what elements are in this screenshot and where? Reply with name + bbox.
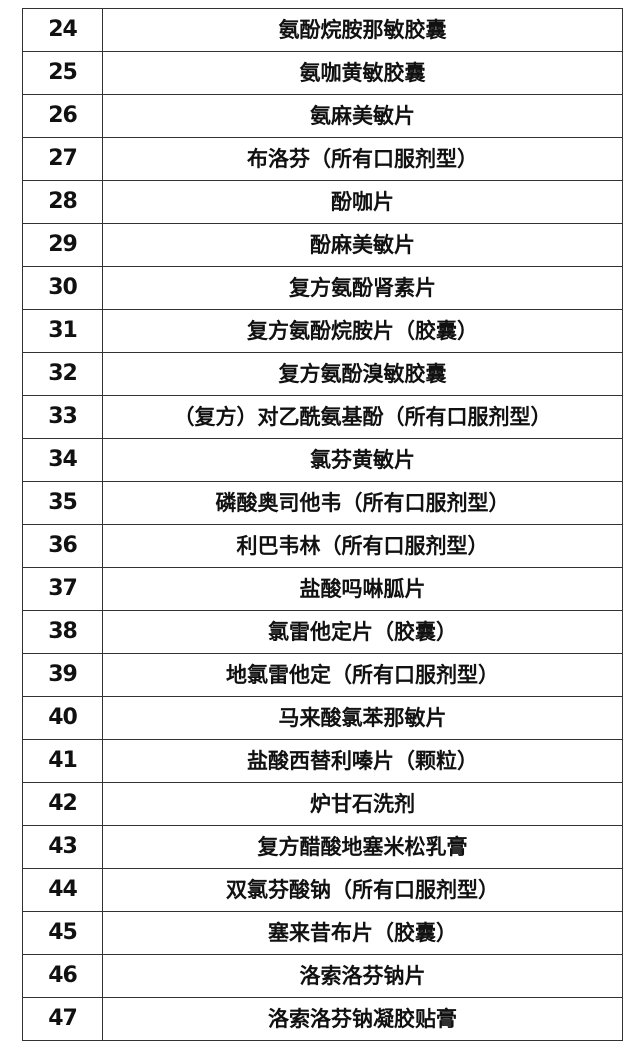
drug-name: 盐酸吗啉胍片 — [102, 567, 623, 611]
row-number: 46 — [22, 954, 103, 998]
table-row: 26 氨麻美敏片 — [22, 94, 623, 138]
row-number: 28 — [22, 180, 103, 224]
table-row: 28 酚咖片 — [22, 180, 623, 224]
table-row: 33 （复方）对乙酰氨基酚（所有口服剂型） — [22, 395, 623, 439]
row-number: 29 — [22, 223, 103, 267]
table-row: 47 洛索洛芬钠凝胶贴膏 — [22, 997, 623, 1041]
row-number: 33 — [22, 395, 103, 439]
row-number: 30 — [22, 266, 103, 310]
row-number: 37 — [22, 567, 103, 611]
row-number: 47 — [22, 997, 103, 1041]
row-number: 43 — [22, 825, 103, 869]
table-row: 43 复方醋酸地塞米松乳膏 — [22, 825, 623, 869]
row-number: 44 — [22, 868, 103, 912]
row-number: 40 — [22, 696, 103, 740]
row-number: 45 — [22, 911, 103, 955]
table-row: 42 炉甘石洗剂 — [22, 782, 623, 826]
table-row: 35 磷酸奥司他韦（所有口服剂型） — [22, 481, 623, 525]
drug-name: 布洛芬（所有口服剂型） — [102, 137, 623, 181]
drug-name: 地氯雷他定（所有口服剂型） — [102, 653, 623, 697]
row-number: 35 — [22, 481, 103, 525]
table-row: 30 复方氨酚肾素片 — [22, 266, 623, 310]
table-row: 46 洛索洛芬钠片 — [22, 954, 623, 998]
row-number: 27 — [22, 137, 103, 181]
drug-name: 塞来昔布片（胶囊） — [102, 911, 623, 955]
drug-list-table: 24 氨酚烷胺那敏胶囊 25 氨咖黄敏胶囊 26 氨麻美敏片 27 布洛芬（所有口服剂型） 28… — [22, 8, 623, 1041]
drug-name: 氨麻美敏片 — [102, 94, 623, 138]
row-number: 25 — [22, 51, 103, 95]
drug-name: 氯芬黄敏片 — [102, 438, 623, 482]
drug-name: 酚麻美敏片 — [102, 223, 623, 267]
drug-name: 盐酸西替利嗪片（颗粒） — [102, 739, 623, 783]
table-row: 34 氯芬黄敏片 — [22, 438, 623, 482]
drug-name: 洛索洛芬钠片 — [102, 954, 623, 998]
table-row: 40 马来酸氯苯那敏片 — [22, 696, 623, 740]
row-number: 24 — [22, 8, 103, 52]
drug-name: 利巴韦林（所有口服剂型） — [102, 524, 623, 568]
row-number: 39 — [22, 653, 103, 697]
table-row: 41 盐酸西替利嗪片（颗粒） — [22, 739, 623, 783]
table-row: 25 氨咖黄敏胶囊 — [22, 51, 623, 95]
row-number: 42 — [22, 782, 103, 826]
row-number: 32 — [22, 352, 103, 396]
table-row: 45 塞来昔布片（胶囊） — [22, 911, 623, 955]
drug-name: 复方氨酚烷胺片（胶囊） — [102, 309, 623, 353]
drug-name: 氯雷他定片（胶囊） — [102, 610, 623, 654]
table-row: 38 氯雷他定片（胶囊） — [22, 610, 623, 654]
table-row: 29 酚麻美敏片 — [22, 223, 623, 267]
table-row: 44 双氯芬酸钠（所有口服剂型） — [22, 868, 623, 912]
row-number: 34 — [22, 438, 103, 482]
table-row: 24 氨酚烷胺那敏胶囊 — [22, 8, 623, 52]
drug-name: 复方氨酚溴敏胶囊 — [102, 352, 623, 396]
table-body: 24 氨酚烷胺那敏胶囊 25 氨咖黄敏胶囊 26 氨麻美敏片 27 布洛芬（所有口服剂型） 28… — [22, 8, 623, 1041]
drug-name: （复方）对乙酰氨基酚（所有口服剂型） — [102, 395, 623, 439]
drug-name: 酚咖片 — [102, 180, 623, 224]
drug-name: 氨咖黄敏胶囊 — [102, 51, 623, 95]
table-row: 36 利巴韦林（所有口服剂型） — [22, 524, 623, 568]
table-row: 39 地氯雷他定（所有口服剂型） — [22, 653, 623, 697]
drug-name: 双氯芬酸钠（所有口服剂型） — [102, 868, 623, 912]
row-number: 38 — [22, 610, 103, 654]
drug-name: 氨酚烷胺那敏胶囊 — [102, 8, 623, 52]
row-number: 36 — [22, 524, 103, 568]
table-row: 31 复方氨酚烷胺片（胶囊） — [22, 309, 623, 353]
drug-name: 炉甘石洗剂 — [102, 782, 623, 826]
table-row: 37 盐酸吗啉胍片 — [22, 567, 623, 611]
row-number: 26 — [22, 94, 103, 138]
drug-name: 复方醋酸地塞米松乳膏 — [102, 825, 623, 869]
row-number: 31 — [22, 309, 103, 353]
drug-name: 洛索洛芬钠凝胶贴膏 — [102, 997, 623, 1041]
row-number: 41 — [22, 739, 103, 783]
drug-name: 磷酸奥司他韦（所有口服剂型） — [102, 481, 623, 525]
table-row: 27 布洛芬（所有口服剂型） — [22, 137, 623, 181]
drug-name: 复方氨酚肾素片 — [102, 266, 623, 310]
drug-name: 马来酸氯苯那敏片 — [102, 696, 623, 740]
table-row: 32 复方氨酚溴敏胶囊 — [22, 352, 623, 396]
